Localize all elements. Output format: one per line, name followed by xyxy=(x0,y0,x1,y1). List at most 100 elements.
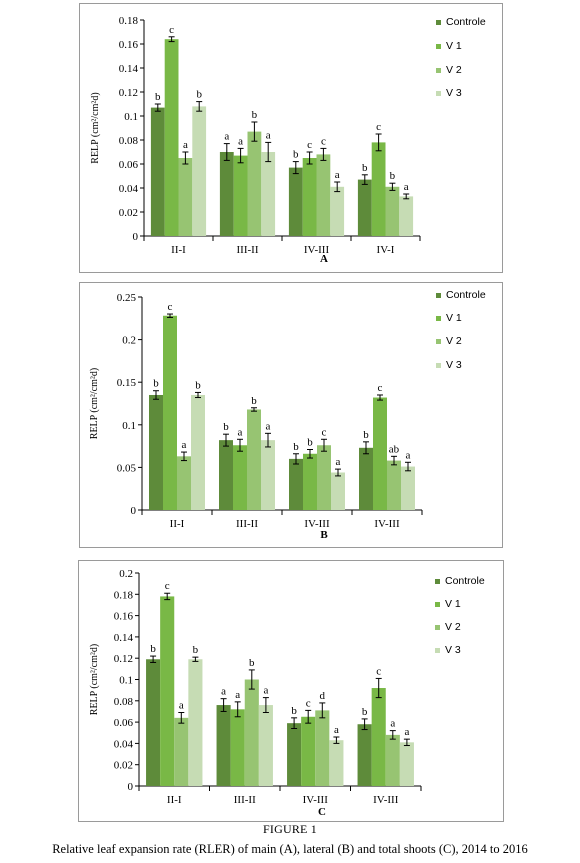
bar-c-3-v3 xyxy=(329,740,344,786)
significance-letter: b xyxy=(252,109,258,121)
legend-label: V 1 xyxy=(446,312,462,324)
y-tick-label: 0.18 xyxy=(114,589,134,601)
bar-b-1-v2 xyxy=(177,456,191,510)
significance-letter: a xyxy=(179,700,184,712)
x-category-label: IV-III xyxy=(304,518,330,530)
bar-a-1-controle xyxy=(150,107,165,236)
significance-letter: b xyxy=(307,437,313,449)
legend-label: Controle xyxy=(445,575,485,587)
bar-c-1-v1 xyxy=(160,596,175,786)
significance-letter: b xyxy=(291,705,297,717)
y-tick-label: 0.14 xyxy=(114,632,134,644)
significance-letter: a xyxy=(390,718,395,730)
legend-label: V 3 xyxy=(446,87,462,99)
y-tick-label: 0.06 xyxy=(114,717,134,729)
bar-c-4-v3 xyxy=(399,742,414,786)
bar-b-1-v3 xyxy=(191,394,205,510)
bar-b-2-v2 xyxy=(247,409,261,510)
legend-label: Controle xyxy=(446,16,486,28)
bar-c-3-v2 xyxy=(315,710,330,786)
y-axis-label: RELP (cm²/cm²d) xyxy=(89,644,100,715)
bar-b-3-v1 xyxy=(303,453,317,510)
bar-a-1-v3 xyxy=(192,106,207,237)
y-tick-label: 0.02 xyxy=(114,760,133,772)
significance-letter: b xyxy=(193,644,199,656)
y-tick-label: 0.04 xyxy=(119,183,139,195)
significance-letter: c xyxy=(165,580,170,592)
bar-b-2-controle xyxy=(219,440,233,510)
significance-letter: a xyxy=(335,169,340,181)
y-tick-label: 0 xyxy=(128,781,134,793)
significance-letter: b xyxy=(362,706,368,718)
significance-letter: c xyxy=(376,121,381,133)
y-tick-label: 0.12 xyxy=(119,87,138,99)
y-axis-label: RELP (cm²/cm²d) xyxy=(89,368,100,439)
bar-b-3-v3 xyxy=(331,472,345,510)
bar-a-3-v3 xyxy=(330,186,345,236)
chart-c-plot: 0 0.02 0.04 0.06 0.08 0.1 0.12 0.14 0.16 0.18 0.2 R… xyxy=(89,568,485,818)
legend-swatch xyxy=(435,602,440,607)
significance-letter: b xyxy=(293,149,299,161)
legend-label: V 3 xyxy=(445,644,461,656)
panel-label: A xyxy=(320,253,328,265)
y-tick-label: 0.14 xyxy=(119,63,139,75)
x-category-label: IV-III xyxy=(303,794,329,806)
legend-swatch xyxy=(435,625,440,630)
legend-label: V 1 xyxy=(446,40,462,52)
y-tick-label: 0.12 xyxy=(114,653,133,665)
bar-b-4-controle xyxy=(359,447,373,510)
x-category-label: II-I xyxy=(170,518,185,530)
bar-c-3-v1 xyxy=(301,716,316,786)
significance-letter: b xyxy=(153,378,159,390)
significance-letter: b xyxy=(196,89,202,101)
chart-a-plot: 0 0.02 0.04 0.06 0.08 0.1 0.12 0.14 0.16 0.18 RELP… xyxy=(90,15,486,265)
significance-letter: b xyxy=(223,421,229,433)
bar-b-2-v1 xyxy=(233,445,247,510)
bar-b-4-v1 xyxy=(373,397,387,510)
legend-swatch xyxy=(435,648,440,653)
bar-a-2-v1 xyxy=(233,155,248,236)
legend-swatch xyxy=(436,91,441,96)
bar-a-3-v2 xyxy=(316,154,331,236)
significance-letter: b xyxy=(251,395,257,407)
bar-c-2-v2 xyxy=(244,679,259,786)
significance-letter: c xyxy=(306,697,311,709)
significance-letter: c xyxy=(322,426,327,438)
significance-letter: a xyxy=(404,181,409,193)
x-category-label: IV-III xyxy=(374,518,400,530)
panel-label: C xyxy=(318,806,326,818)
bar-a-1-v2 xyxy=(178,158,193,236)
legend-swatch xyxy=(436,339,441,344)
y-tick-label: 0.08 xyxy=(119,135,139,147)
legend-swatch xyxy=(436,68,441,73)
significance-letter: a xyxy=(266,129,271,141)
significance-letter: a xyxy=(238,426,243,438)
y-tick-label: 0.04 xyxy=(114,738,134,750)
significance-letter: b xyxy=(363,429,369,441)
significance-letter: c xyxy=(321,135,326,147)
significance-letter: ab xyxy=(389,443,400,455)
significance-letter: c xyxy=(307,139,312,151)
bar-c-2-v1 xyxy=(230,709,245,786)
y-tick-label: 0.18 xyxy=(119,15,139,27)
figure-caption: Relative leaf expansion rate (RLER) of m… xyxy=(52,842,528,856)
y-tick-label: 0.25 xyxy=(117,292,137,304)
legend-swatch xyxy=(436,44,441,49)
y-tick-label: 0.06 xyxy=(119,159,139,171)
chart-panel-b: 0 0.05 0.1 0.15 0.2 0.25 RELP (cm²/cm²d) II-I b c… xyxy=(79,282,503,548)
x-category-label: III-II xyxy=(234,794,256,806)
bar-b-3-controle xyxy=(289,458,303,510)
y-tick-label: 0.16 xyxy=(114,611,134,623)
bar-c-4-controle xyxy=(357,724,372,786)
bar-b-1-v1 xyxy=(163,315,177,510)
significance-letter: a xyxy=(221,686,226,698)
legend-swatch xyxy=(436,293,441,298)
legend-label: V 3 xyxy=(446,359,462,371)
bar-a-3-v1 xyxy=(302,158,317,236)
y-tick-label: 0.1 xyxy=(122,420,136,432)
bar-a-2-v3 xyxy=(261,152,276,236)
x-category-label: IV-III xyxy=(304,244,330,256)
significance-letter: b xyxy=(249,657,255,669)
legend-label: V 2 xyxy=(446,335,462,347)
